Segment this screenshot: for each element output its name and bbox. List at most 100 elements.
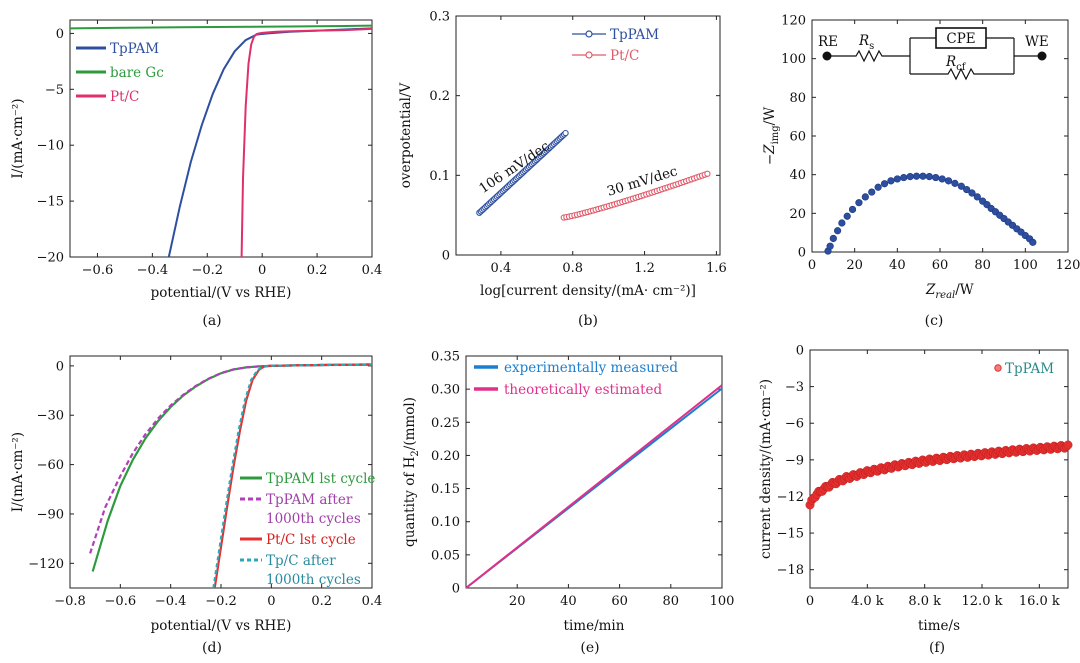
x-axis-label: time/s xyxy=(918,618,960,634)
x-axis-label-sub: real xyxy=(935,290,955,301)
y-tick-label: 0.30 xyxy=(431,383,460,398)
series-markers-tppam xyxy=(805,440,1073,510)
data-point xyxy=(912,172,921,180)
x-tick-label: 0 xyxy=(806,594,814,609)
data-point xyxy=(562,129,569,137)
x-tick-label: 100 xyxy=(710,594,735,609)
x-tick-label: 40 xyxy=(560,594,577,609)
y-tick-label: −6 xyxy=(785,417,804,432)
axes-frame xyxy=(809,349,1069,589)
y-tick-label: −90 xyxy=(37,507,64,522)
y-axis-label: I/(mA·cm⁻²) xyxy=(10,98,26,178)
data-point xyxy=(968,189,976,197)
legend-marker xyxy=(585,51,593,59)
x-tick-label: −0.6 xyxy=(105,594,137,609)
y-axis-label-main: quantity of H xyxy=(402,456,418,547)
rct-label: Rcf xyxy=(945,54,967,73)
y-tick-label: 0 xyxy=(442,249,450,264)
y-tick-label: 0.2 xyxy=(429,89,450,104)
x-axis-label-main: Z xyxy=(925,282,936,298)
data-point xyxy=(973,193,981,201)
legend-label: Pt/C lst cycle xyxy=(266,532,356,548)
x-tick-label: 20 xyxy=(509,594,526,609)
x-tick-label: 0.4 xyxy=(491,261,512,276)
nyquist-points xyxy=(824,172,1037,255)
panel-d: −0.8 −0.6 −0.4 −0.2 0 0.2 0.4 0 −30 −60 −90 −120 (d)… xyxy=(10,355,382,656)
panel-caption: (d) xyxy=(202,640,222,656)
series-line-tppam xyxy=(167,27,372,257)
x-axis-label: log[current density/(mA· cm⁻²)] xyxy=(480,283,696,299)
y-axis-label: quantity of H2/(mmol) xyxy=(402,397,421,547)
circuit-we-label: WE xyxy=(1025,34,1049,50)
y-axis-label-sub: img xyxy=(770,125,781,145)
y-tick-label: 0 xyxy=(56,359,64,374)
y-tick-label: 80 xyxy=(789,91,806,106)
series-markers-pt-c xyxy=(560,170,711,221)
series-line-bare-gc xyxy=(70,24,372,30)
y-axis-label: current density/(mA·cm⁻²) xyxy=(758,379,774,559)
data-point xyxy=(944,177,953,185)
y-tick-label: −20 xyxy=(37,251,64,266)
rs-label-sub: s xyxy=(869,41,874,52)
data-point xyxy=(906,173,914,181)
x-tick-label: 120 xyxy=(1056,258,1080,273)
x-tick-label: 60 xyxy=(611,594,628,609)
x-tick-label: 1.2 xyxy=(634,261,655,276)
panel-c: 0 20 40 60 80 100 120 0 20 40 60 80 100 120 (c) Zreal/W… xyxy=(762,14,1080,330)
x-tick-label: 0 xyxy=(258,263,266,278)
y-tick-label: 40 xyxy=(789,168,806,183)
axes-frame xyxy=(455,15,721,256)
data-point xyxy=(893,175,901,183)
data-point xyxy=(868,188,876,196)
panel-caption: (c) xyxy=(925,313,944,329)
y-tick-label: −15 xyxy=(777,527,804,542)
plot-area-d xyxy=(89,363,372,588)
data-point xyxy=(925,173,933,181)
series-line-pt-c xyxy=(240,27,372,257)
axes-frame xyxy=(465,355,723,589)
x-tick-label: −0.4 xyxy=(137,263,169,278)
x-axis-label: potential/(V vs RHE) xyxy=(151,285,292,301)
y-tick-label: 20 xyxy=(789,207,806,222)
x-tick-label: −0.2 xyxy=(191,263,223,278)
x-tick-label: 80 xyxy=(663,594,680,609)
y-tick-label: −60 xyxy=(37,458,64,473)
data-point xyxy=(957,182,965,190)
data-point xyxy=(874,183,882,191)
x-axis-label: potential/(V vs RHE) xyxy=(151,618,292,634)
y-tick-label: 0 xyxy=(796,344,804,359)
legend-label: Tp/C after xyxy=(266,553,336,569)
legend-label: TpPAM xyxy=(1005,361,1054,377)
y-tick-label: −9 xyxy=(785,453,804,468)
cpe-element xyxy=(935,27,987,49)
panel-a: −0.6 −0.4 −0.2 0 0.2 0.4 0 −5 −10 −15 −20 (a) potent… xyxy=(10,19,383,329)
y-axis-label: overpotential/V xyxy=(398,83,414,189)
data-point xyxy=(887,177,895,185)
data-point xyxy=(861,193,869,201)
legend-label: TpPAM lst cycle xyxy=(266,471,375,487)
y-tick-label: 0.10 xyxy=(431,515,460,530)
x-tick-label: 0.4 xyxy=(362,263,383,278)
legend-label: Pt/C xyxy=(110,89,139,105)
x-tick-label: 4.0 k xyxy=(851,594,884,609)
legend-label: TpPAM xyxy=(110,41,159,57)
slope-annotation: 106 mV/dec xyxy=(476,138,552,197)
y-tick-label: −18 xyxy=(777,563,804,578)
y-axis-label: −Zimg/W xyxy=(762,107,781,165)
y-tick-label: −15 xyxy=(37,195,64,210)
panel-b: 0.4 0.8 1.2 1.600.10.20.3(b)106 mV/dec 30 mV… xyxy=(398,10,727,330)
legend-marker xyxy=(994,364,1002,372)
data-point xyxy=(880,180,889,188)
x-tick-label: 0.8 xyxy=(562,261,583,276)
y-tick-label: 0 xyxy=(452,582,460,597)
data-point xyxy=(900,173,908,182)
series-line-tp-c-after-1000th-cycles xyxy=(212,363,372,588)
legend-label: 1000th cycles xyxy=(266,572,361,588)
y-tick-label: −3 xyxy=(785,380,804,395)
data-point xyxy=(963,185,971,194)
legend-label: TpPAM after xyxy=(266,492,353,508)
data-point xyxy=(919,172,927,180)
data-point xyxy=(932,173,940,182)
x-tick-label: −0.2 xyxy=(205,594,237,609)
